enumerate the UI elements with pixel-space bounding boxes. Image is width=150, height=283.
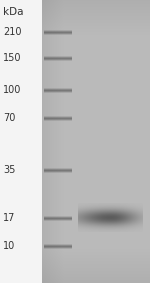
Text: 70: 70 — [3, 113, 15, 123]
Text: 100: 100 — [3, 85, 21, 95]
Text: 150: 150 — [3, 53, 21, 63]
Text: 17: 17 — [3, 213, 15, 223]
Text: 10: 10 — [3, 241, 15, 251]
Text: 35: 35 — [3, 165, 15, 175]
Text: kDa: kDa — [3, 7, 24, 17]
Text: 210: 210 — [3, 27, 21, 37]
